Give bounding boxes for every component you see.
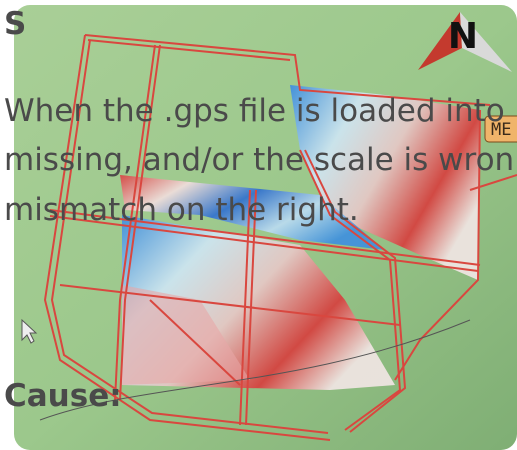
compass-label: N — [448, 16, 478, 57]
body-line: missing, and/or the scale is wron — [4, 142, 514, 178]
body-line: mismatch on the right. — [4, 192, 359, 228]
title: S — [4, 6, 26, 42]
body-line: When the .gps file is loaded into — [4, 93, 505, 129]
page: N ME S When the .gps file is loaded into… — [0, 0, 517, 450]
section-heading: Cause: — [4, 378, 122, 414]
screenshot: N ME S When the .gps file is loaded into… — [0, 0, 517, 450]
